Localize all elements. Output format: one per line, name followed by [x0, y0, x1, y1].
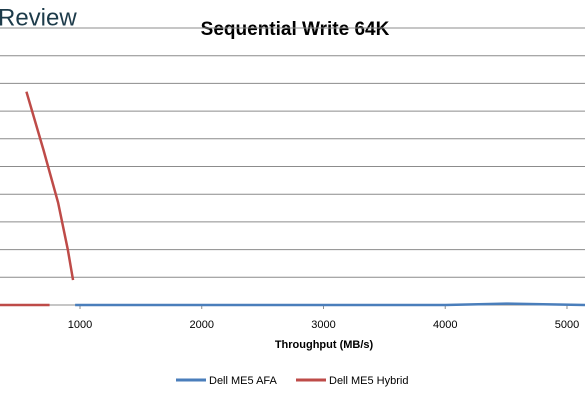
x-tick-label: 3000: [311, 319, 335, 331]
x-axis-title: Throughput (MB/s): [275, 339, 374, 351]
x-tick-label: 5000: [555, 319, 579, 331]
legend-label: Dell ME5 Hybrid: [329, 375, 408, 387]
x-tick-label: 4000: [433, 319, 457, 331]
data-line: [0, 91, 75, 307]
x-tick-label: 2000: [189, 319, 213, 331]
legend-label: Dell ME5 AFA: [209, 375, 278, 387]
chart-title: Sequential Write 64K: [201, 19, 390, 40]
brand: Review: [0, 4, 77, 31]
data-line: [75, 302, 585, 307]
x-tick-label: 1000: [68, 319, 92, 331]
